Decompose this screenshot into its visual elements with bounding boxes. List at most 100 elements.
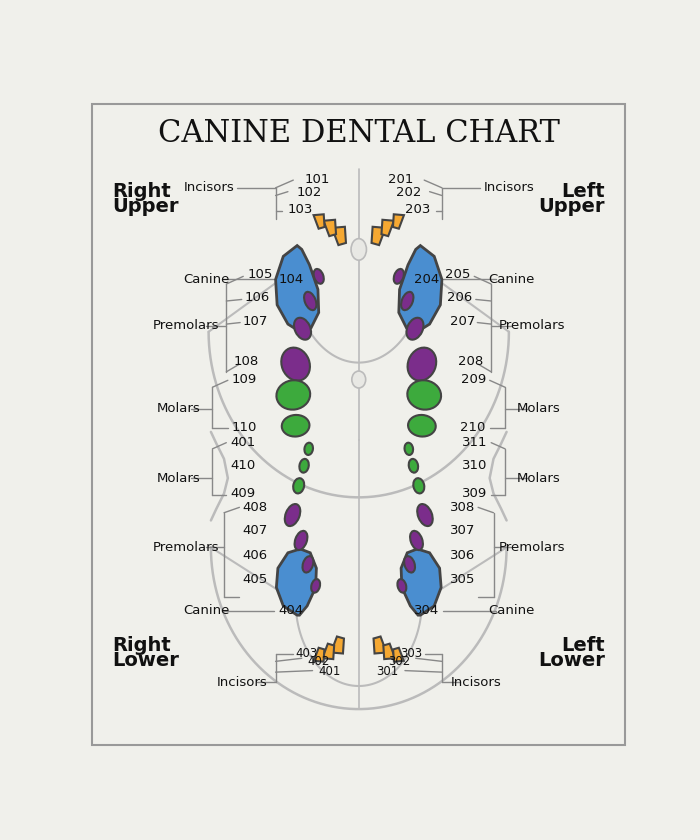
Polygon shape (332, 227, 346, 245)
Text: Premolars: Premolars (498, 541, 565, 554)
Text: Molars: Molars (517, 402, 561, 415)
Ellipse shape (276, 381, 310, 410)
Text: 407: 407 (242, 524, 267, 537)
Text: Left: Left (561, 636, 605, 655)
Text: 209: 209 (461, 373, 486, 386)
Text: 103: 103 (287, 203, 312, 216)
Text: 401: 401 (318, 665, 341, 678)
Ellipse shape (404, 556, 415, 573)
Text: 104: 104 (279, 273, 304, 286)
Text: 405: 405 (242, 573, 267, 586)
Ellipse shape (410, 531, 423, 550)
Ellipse shape (413, 478, 424, 493)
Text: Premolars: Premolars (153, 319, 219, 332)
Text: 203: 203 (405, 203, 430, 216)
Text: 202: 202 (395, 186, 421, 199)
Text: Incisors: Incisors (183, 181, 234, 194)
Text: 305: 305 (449, 573, 475, 586)
Text: 309: 309 (462, 487, 487, 500)
Text: Canine: Canine (488, 273, 534, 286)
Text: 109: 109 (232, 373, 257, 386)
Text: 301: 301 (377, 665, 399, 678)
Ellipse shape (294, 318, 311, 339)
Ellipse shape (282, 415, 309, 437)
Text: 306: 306 (450, 549, 475, 562)
Text: Right: Right (112, 181, 171, 201)
Polygon shape (276, 549, 316, 615)
Text: 201: 201 (388, 173, 414, 186)
Ellipse shape (293, 478, 304, 493)
Ellipse shape (409, 459, 418, 473)
Text: 302: 302 (388, 655, 410, 668)
Ellipse shape (314, 269, 324, 284)
Ellipse shape (300, 459, 309, 473)
Text: 303: 303 (400, 647, 422, 660)
Ellipse shape (405, 443, 413, 455)
Text: Left: Left (561, 181, 605, 201)
Polygon shape (323, 643, 334, 659)
Ellipse shape (352, 371, 365, 388)
Text: 102: 102 (296, 186, 322, 199)
Polygon shape (314, 648, 324, 662)
Text: Premolars: Premolars (498, 319, 565, 332)
Ellipse shape (295, 531, 307, 550)
Text: Upper: Upper (539, 197, 605, 216)
Polygon shape (314, 214, 325, 228)
Text: 210: 210 (461, 421, 486, 433)
Text: 310: 310 (462, 459, 487, 472)
Ellipse shape (401, 291, 414, 310)
Text: 108: 108 (234, 354, 259, 368)
Ellipse shape (351, 239, 367, 260)
Text: Canine: Canine (183, 604, 230, 617)
Text: Incisors: Incisors (216, 675, 267, 689)
Ellipse shape (407, 348, 436, 381)
Text: 105: 105 (247, 268, 272, 281)
Text: 110: 110 (232, 421, 257, 433)
Text: 206: 206 (447, 291, 473, 304)
Ellipse shape (407, 318, 424, 339)
Text: 410: 410 (230, 459, 256, 472)
Text: 204: 204 (414, 273, 439, 286)
Text: 409: 409 (230, 487, 256, 500)
Text: 307: 307 (449, 524, 475, 537)
Text: Incisors: Incisors (484, 181, 534, 194)
Polygon shape (382, 220, 394, 236)
Text: 107: 107 (242, 314, 268, 328)
Text: 205: 205 (445, 268, 470, 281)
Text: Canine: Canine (488, 604, 534, 617)
Text: Molars: Molars (157, 402, 201, 415)
Text: 208: 208 (458, 354, 484, 368)
Text: 403: 403 (295, 647, 318, 660)
Ellipse shape (304, 443, 313, 455)
Text: 402: 402 (307, 655, 330, 668)
Text: 101: 101 (304, 173, 330, 186)
Ellipse shape (398, 579, 406, 593)
Text: Premolars: Premolars (153, 541, 219, 554)
Text: Canine: Canine (183, 273, 230, 286)
Text: Molars: Molars (517, 471, 561, 485)
Ellipse shape (408, 415, 435, 437)
Polygon shape (372, 227, 386, 245)
Ellipse shape (304, 291, 316, 310)
Polygon shape (374, 637, 386, 654)
Polygon shape (393, 214, 404, 228)
Text: 106: 106 (245, 291, 270, 304)
Text: 207: 207 (449, 314, 475, 328)
Ellipse shape (302, 556, 314, 573)
Text: 401: 401 (230, 436, 256, 449)
Text: 406: 406 (242, 549, 267, 562)
Polygon shape (276, 245, 318, 332)
Text: Lower: Lower (112, 651, 179, 670)
Text: Right: Right (112, 636, 171, 655)
Text: Molars: Molars (157, 471, 201, 485)
Text: Incisors: Incisors (451, 675, 501, 689)
Ellipse shape (407, 381, 441, 410)
Text: 304: 304 (414, 604, 439, 617)
Polygon shape (323, 220, 336, 236)
Ellipse shape (417, 504, 433, 526)
Text: 308: 308 (450, 501, 475, 514)
Polygon shape (384, 643, 395, 659)
Ellipse shape (312, 579, 320, 593)
Text: 404: 404 (279, 604, 304, 617)
Text: Lower: Lower (538, 651, 605, 670)
